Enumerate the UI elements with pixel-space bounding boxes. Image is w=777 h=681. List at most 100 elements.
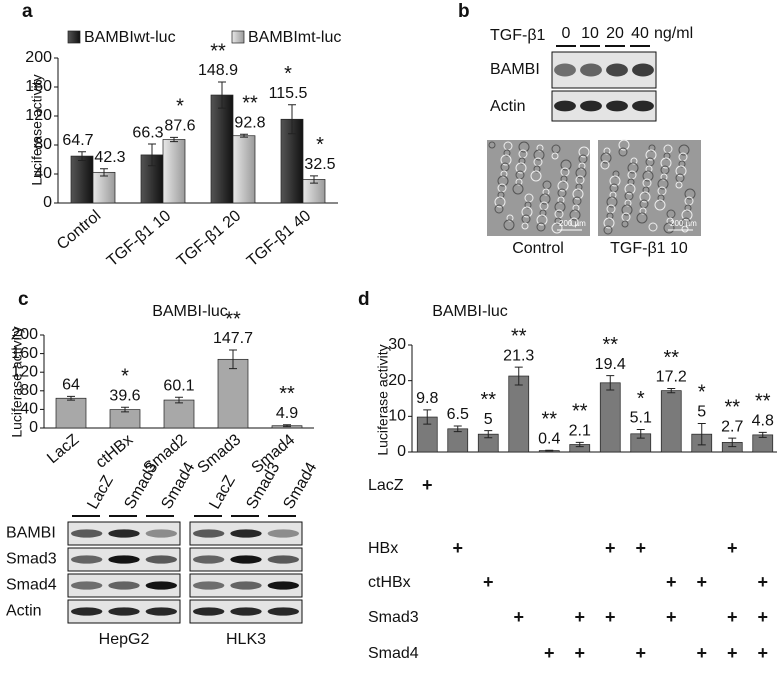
y-tick-label: 160 [25,78,52,95]
cell [657,178,669,190]
lane-label: Smad4 [158,460,198,512]
lane-label: LacZ [84,473,117,513]
condition-label: ctHBx [368,574,411,591]
condition-label: Smad3 [368,609,419,626]
cell [681,225,689,233]
blot-band [70,607,103,616]
error-bar [288,104,296,135]
x-tick-label: TGF-β1 10 [104,207,175,270]
value-label: 115.5 [269,85,308,102]
cell [497,191,505,199]
significance: ** [210,40,226,62]
x-tick-label: ctHBx [93,431,137,471]
cell [560,159,572,171]
cell [627,162,639,174]
lane-label: Smad3 [243,460,283,512]
cell [609,191,617,199]
blot-band [267,607,300,616]
value-label: 19.4 [595,356,626,373]
cell [678,144,690,156]
value-label: 148.9 [198,62,238,79]
y-tick-label: 0 [397,443,406,460]
value-label: 4.9 [276,405,298,422]
condition-mark: + [727,607,738,627]
cell [536,222,546,232]
chart-title: BAMBI-luc [432,303,508,320]
condition-mark: + [727,643,738,663]
condition-mark: + [696,572,707,592]
error-bar [667,388,676,394]
image-caption: TGF-β1 10 [610,240,688,257]
legend-swatch [231,30,245,44]
error-bar [606,375,615,391]
condition-mark: + [696,643,707,663]
significance: * [176,96,184,118]
y-tick-label: 40 [20,401,38,418]
dose-label: 20 [606,25,624,42]
significance: ** [511,325,527,347]
cell [606,212,614,220]
value-label: 5.1 [630,410,652,427]
x-tick-label: LacZ [44,431,82,467]
y-axis-label: Luciferase activity [9,326,25,437]
cell [569,217,579,227]
y-tick-label: 0 [29,419,38,436]
condition-mark: + [422,475,433,495]
cell [603,225,613,235]
bar [162,139,186,204]
cell [506,214,514,222]
value-label: 42.3 [94,149,125,166]
cell [533,165,541,173]
blot-band [554,100,576,112]
cell [497,175,509,187]
y-tick-label: 120 [11,363,38,380]
y-tick-label: 160 [11,345,38,362]
condition-label: Smad4 [368,645,419,662]
cell [600,152,612,164]
value-label: 66.3 [132,124,163,141]
y-tick-label: 30 [388,336,406,353]
value-label: 9.8 [416,390,438,407]
condition-mark: + [574,607,585,627]
lane-label: Smad3 [121,460,161,512]
cell [572,188,584,200]
significance: ** [242,93,258,115]
cell [500,170,508,178]
significance: ** [279,383,295,405]
cell [554,201,566,213]
condition-mark: + [574,643,585,663]
significance: * [698,382,706,404]
cell [675,181,683,189]
cell [488,141,496,149]
bar [210,94,234,204]
cell [518,141,530,153]
y-tick-label: 20 [388,372,406,389]
treatment-label: TGF-β1 [490,27,546,44]
panel-label: b [458,1,470,22]
error-bar [240,133,248,138]
error-bar [728,437,737,448]
cell [578,162,586,170]
blot-band [70,529,103,538]
blot-band [580,63,602,77]
bar [55,397,87,429]
cell [521,206,533,218]
dose-label: 10 [581,25,599,42]
error-bar [78,151,86,161]
condition-mark: + [544,643,555,663]
value-label: 21.3 [503,347,534,364]
cell [494,204,504,214]
cell [663,152,671,160]
error-bar [697,422,706,446]
cell [627,178,635,186]
error-bar [545,449,554,452]
blot-band [70,555,103,564]
cell [503,149,511,157]
legend-label: BAMBIwt-luc [84,29,176,46]
bar [660,390,682,453]
bar [70,155,94,204]
blot-band [606,100,628,112]
blot-band [606,63,628,77]
scale-bar-label: 200 µm [559,219,586,228]
blot-band [192,529,225,538]
